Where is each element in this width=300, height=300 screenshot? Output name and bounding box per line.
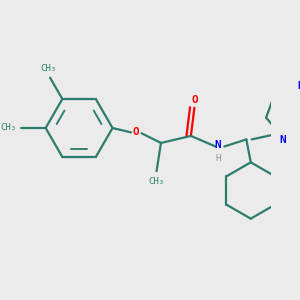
Text: N: N bbox=[215, 140, 222, 150]
Text: O: O bbox=[133, 127, 140, 136]
Text: CH₃: CH₃ bbox=[1, 124, 16, 133]
Text: N: N bbox=[280, 135, 286, 145]
Text: N: N bbox=[298, 82, 300, 92]
Text: CH₃: CH₃ bbox=[40, 64, 56, 73]
Text: O: O bbox=[192, 95, 199, 105]
Text: CH₃: CH₃ bbox=[148, 177, 165, 186]
Text: H: H bbox=[215, 154, 221, 163]
